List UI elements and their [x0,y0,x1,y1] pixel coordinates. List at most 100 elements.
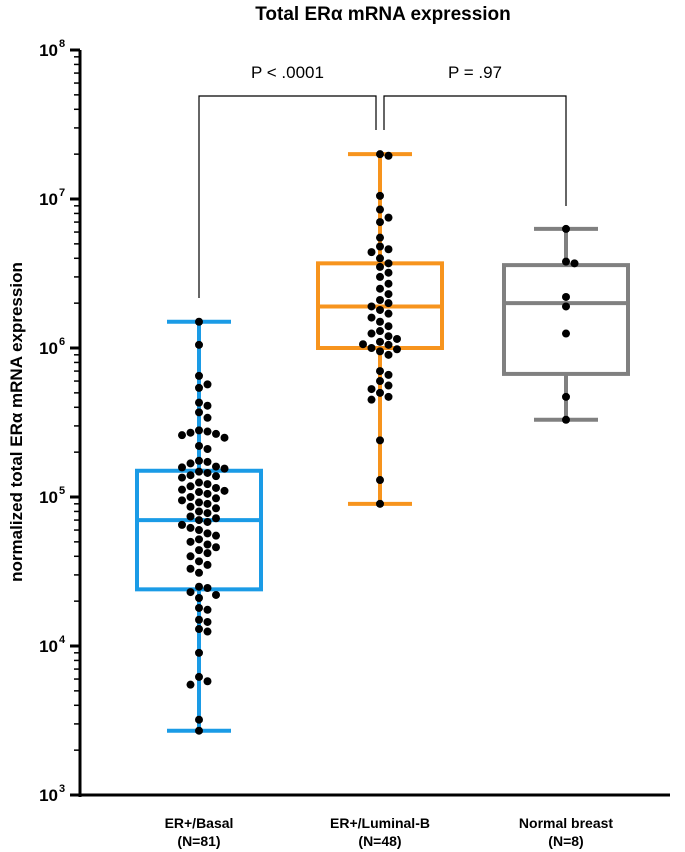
data-point [212,494,220,503]
data-point [220,433,229,442]
data-point [376,284,384,293]
data-point [195,498,203,507]
data-point [367,344,376,352]
data-point [570,259,579,268]
data-point [376,305,384,314]
data-point [195,478,203,487]
data-point [384,350,393,359]
data-point [562,415,570,424]
y-tick-exponent: 4 [59,634,66,646]
data-point [376,367,384,376]
data-point [562,392,570,401]
data-point [367,302,376,311]
category-n-label: (N=48) [358,833,401,849]
data-point [195,715,203,724]
data-point [195,672,203,681]
y-axis-label: normalized total ERα mRNA expression [7,262,26,582]
data-point [384,259,393,268]
data-point [393,334,401,343]
data-point [384,322,393,331]
data-point [186,502,195,511]
data-point [376,205,384,214]
data-point [203,605,212,614]
category-labels: ER+/Basal (N=81) ER+/Luminal-B (N=48) Normal… [165,815,614,849]
data-point [195,408,203,417]
data-point [195,340,203,349]
data-point [186,512,195,521]
data-point [376,388,384,397]
data-point [393,345,401,354]
data-point [203,401,212,410]
category-n-label: (N=81) [177,833,220,849]
data-point [384,268,393,277]
data-point [220,486,229,495]
p-value-label: P < .0001 [251,63,324,82]
data-point [178,520,186,529]
data-point [376,218,384,227]
data-point [212,504,220,513]
y-tick-label: 10 [39,488,58,507]
category-label: Normal breast [519,815,613,831]
y-tick-exponent: 3 [59,783,65,795]
data-point [376,476,384,485]
data-point [195,371,203,380]
data-point [376,499,384,508]
data-point [376,347,384,356]
data-point [376,436,384,445]
data-point [203,489,212,498]
data-point [195,488,203,497]
data-point [203,427,212,436]
data-point [376,262,384,271]
data-point [186,588,195,597]
data-point [203,380,212,389]
data-point [186,537,195,546]
data-point [562,292,570,301]
data-point [384,392,393,401]
data-point [186,459,195,468]
data-point [384,370,393,379]
data-point [376,327,384,336]
data-point [195,398,203,407]
data-point [186,471,195,480]
data-point [195,441,203,450]
data-point [195,603,203,612]
y-tick-label: 10 [39,637,58,656]
data-point [203,444,212,453]
y-tick-exponent: 7 [59,187,65,199]
data-point [384,332,393,341]
data-point [367,329,376,338]
data-point [376,254,384,263]
data-point [195,625,203,634]
data-point [178,473,186,482]
data-point [212,483,220,492]
y-tick-label: 10 [39,339,58,358]
data-point [178,485,186,494]
data-point [384,381,393,390]
category-label: ER+/Luminal-B [330,815,430,831]
data-point [367,313,376,322]
data-point [212,462,220,471]
data-point [195,568,203,577]
data-point [376,150,384,159]
data-point [220,464,229,473]
data-point [195,593,203,602]
data-point [562,329,570,338]
data-point [178,431,186,440]
data-point [195,516,203,525]
data-point [203,549,212,558]
data-point [203,457,212,466]
data-point [367,385,376,394]
data-point [203,617,212,626]
data-point [212,429,220,438]
data-point [195,317,203,326]
data-point [376,242,384,251]
data-points [178,150,579,735]
data-point [203,560,212,569]
data-point [359,340,367,349]
data-point [203,509,212,518]
y-tick-exponent: 5 [59,485,65,497]
data-point [195,582,203,591]
data-point [562,257,570,266]
y-tick-label: 10 [39,786,58,805]
